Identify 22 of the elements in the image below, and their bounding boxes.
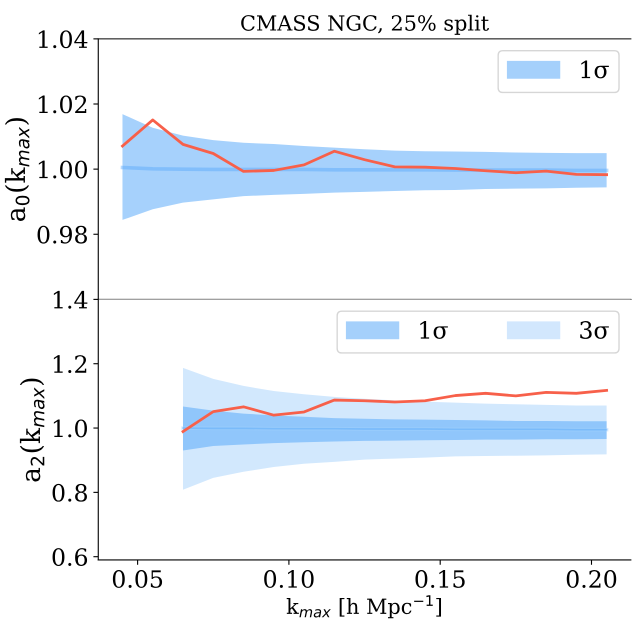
x-tick-label: 0.10 [264,570,314,588]
legend-label: 1σ [581,60,609,78]
x-tick-label: 0.15 [415,570,465,588]
x-tick-label: 0.05 [112,570,162,588]
x-tick-label: 0.20 [566,570,616,588]
y-tick-label: 0.8 [52,484,87,502]
y-axis-title: a$_{2}$(k$_{max}$) [20,378,45,482]
y-tick-label: 1.2 [54,355,86,374]
x-axis-title: k$_{max}$ [h Mpc$^{−1}$] [286,595,442,618]
line-series [182,389,608,433]
y-tick-label: 1.04 [38,30,88,48]
y-tick-label: 1.00 [38,160,87,178]
chart-title: CMASS NGC, 25% split [241,14,489,35]
legend-label: 3σ [580,321,609,339]
legend-label: 1σ [420,321,448,339]
y-tick-label: 1.0 [54,419,87,438]
y-tick-label: 0.98 [38,226,87,244]
line-series [121,118,608,176]
y-tick-label: 0.6 [52,548,88,566]
y-axis-title: a$_{0}$(k$_{max}$) [4,118,30,221]
y-tick-label: 1.4 [54,290,88,309]
y-tick-label: 1.02 [38,95,86,114]
